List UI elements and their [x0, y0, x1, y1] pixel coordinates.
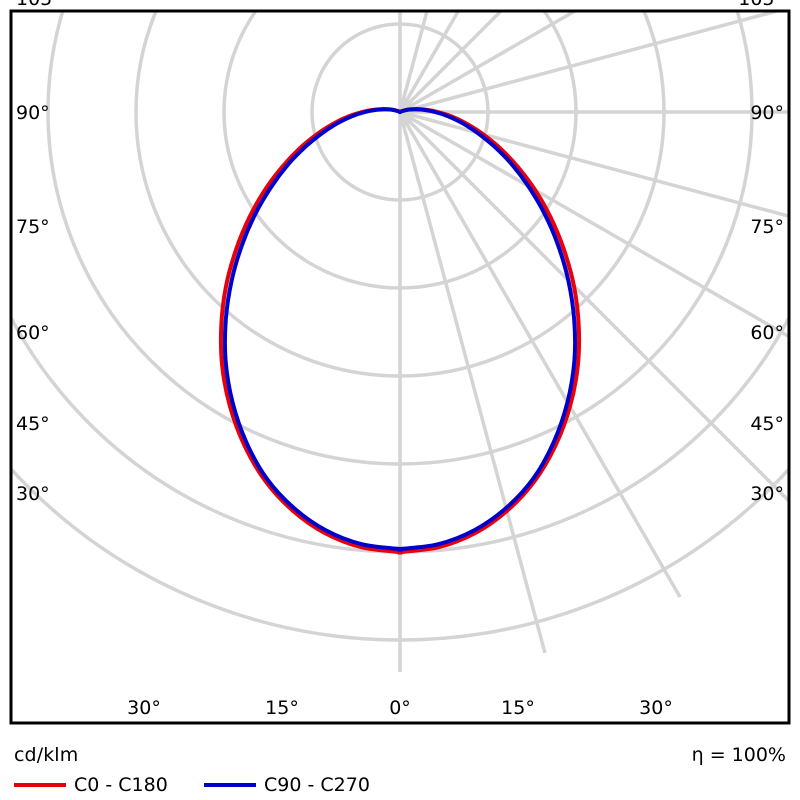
- axis-tick-label: 15°: [265, 697, 299, 719]
- legend-item-c90-c270: C90 - C270: [204, 772, 370, 798]
- axis-tick-label: 0°: [389, 697, 411, 719]
- polar-grid: [11, 11, 789, 672]
- axis-tick-label: 105°: [738, 0, 784, 10]
- axis-tick-label: 75°: [750, 216, 784, 238]
- axis-tick-label: 105°: [16, 0, 62, 10]
- plot-border: [9, 9, 791, 725]
- grid-radial-spokes: [398, 11, 789, 672]
- axis-tick-label: 30°: [639, 697, 673, 719]
- axis-tick-label: 30°: [16, 483, 50, 505]
- axis-tick-labels: 105° 90° 75° 60° 45° 30° 105° 90° 75° 60° 45° 30° 30…: [16, 0, 784, 719]
- axis-tick-label: 15°: [501, 697, 535, 719]
- curve-c90-c270: [222, 107, 578, 552]
- legend-label-c90-c270: C90 - C270: [264, 774, 370, 796]
- axis-tick-label: 60°: [16, 322, 50, 344]
- axis-tick-label: 60°: [750, 322, 784, 344]
- legend-label-c0-c180: C0 - C180: [74, 774, 168, 796]
- axis-tick-label: 90°: [16, 102, 50, 124]
- chart-legend: C0 - C180 C90 - C270: [14, 772, 800, 798]
- axis-tick-label: 75°: [16, 216, 50, 238]
- efficiency-label: η = 100%: [691, 744, 786, 766]
- distribution-curves: [218, 107, 582, 555]
- legend-item-c0-c180: C0 - C180: [14, 772, 168, 798]
- legend-swatch-blue: [204, 783, 256, 787]
- axis-tick-label: 90°: [750, 102, 784, 124]
- legend-swatch-red: [14, 783, 66, 787]
- axis-tick-label: 30°: [750, 483, 784, 505]
- units-label: cd/klm: [14, 744, 79, 766]
- axis-tick-label: 45°: [750, 413, 784, 435]
- axis-tick-label: 45°: [16, 413, 50, 435]
- axis-tick-label: 30°: [127, 697, 161, 719]
